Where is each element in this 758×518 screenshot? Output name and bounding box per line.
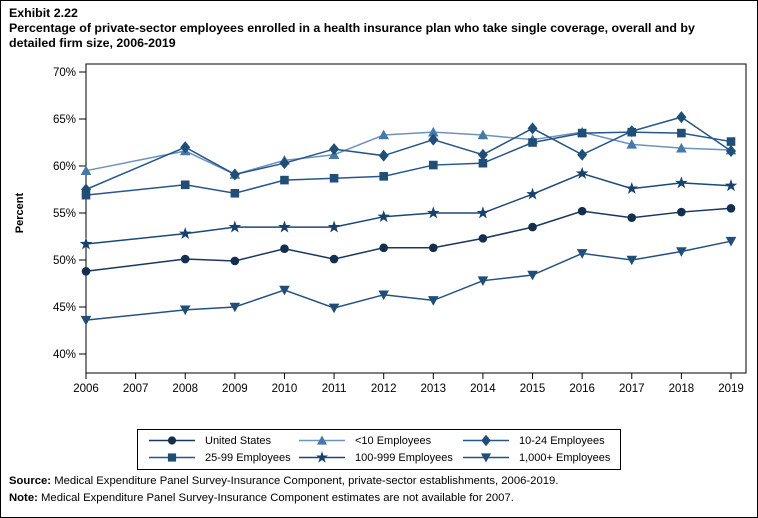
note-label: Note: (9, 491, 38, 504)
triangle-marker-icon (299, 435, 345, 445)
square-marker-icon (149, 453, 195, 462)
svg-text:65%: 65% (53, 114, 76, 126)
exhibit-number: Exhibit 2.22 (9, 6, 78, 20)
source-label: Source: (9, 475, 52, 487)
svg-text:50%: 50% (53, 255, 76, 267)
legend-item-10-24-employees: 10-24 Employees (462, 433, 610, 448)
svg-text:2014: 2014 (470, 383, 496, 395)
svg-text:2016: 2016 (569, 383, 595, 395)
chart-legend: United States <10 Employees 10-24 Employ… (137, 429, 621, 470)
svg-text:2010: 2010 (272, 383, 298, 395)
legend-item-1000plus-employees: 1,000+ Employees (462, 450, 610, 465)
legend-label: 10-24 Employees (519, 434, 605, 447)
note-line: Note: Medical Expenditure Panel Survey-I… (9, 490, 749, 507)
page-title: Percentage of private-sector employees e… (9, 21, 695, 51)
title-block: Exhibit 2.22 Percentage of private-secto… (9, 6, 749, 51)
svg-text:40%: 40% (53, 349, 76, 361)
svg-text:2007: 2007 (123, 383, 149, 395)
svg-text:55%: 55% (53, 208, 76, 220)
svg-text:2013: 2013 (421, 383, 447, 395)
legend-item-lt10-employees: <10 Employees (298, 433, 462, 448)
svg-text:2011: 2011 (322, 383, 347, 395)
legend-item-united-states: United States (148, 433, 298, 448)
svg-text:2012: 2012 (371, 383, 397, 395)
svg-text:2008: 2008 (172, 383, 198, 395)
svg-text:2006: 2006 (73, 383, 99, 395)
star-marker-icon (299, 451, 345, 463)
svg-text:2015: 2015 (520, 383, 546, 395)
svg-text:2017: 2017 (619, 383, 645, 395)
line-chart: 70% 65% 60% 55% 50% 45% 40% 2006 2007 2008 2009 201… (14, 63, 747, 395)
svg-text:60%: 60% (53, 161, 76, 173)
legend-label: <10 Employees (355, 434, 432, 447)
circle-marker-icon (149, 436, 195, 445)
legend-item-25-99-employees: 25-99 Employees (148, 450, 298, 465)
legend-label: 25-99 Employees (205, 451, 291, 464)
diamond-marker-icon (463, 434, 509, 447)
legend-label: 1,000+ Employees (519, 451, 611, 464)
svg-text:45%: 45% (53, 302, 76, 314)
svg-text:2009: 2009 (222, 383, 248, 395)
legend-label: 100-999 Employees (355, 451, 453, 464)
note-text: Medical Expenditure Panel Survey-Insuran… (37, 491, 514, 504)
svg-text:70%: 70% (53, 67, 76, 79)
source-line: Source: Medical Expenditure Panel Survey… (9, 473, 749, 490)
triangle-down-marker-icon (463, 453, 509, 463)
footer: Source: Medical Expenditure Panel Survey… (9, 473, 749, 507)
source-text: Medical Expenditure Panel Survey-Insuran… (51, 475, 559, 487)
legend-item-100-999-employees: 100-999 Employees (298, 450, 462, 465)
svg-text:Percent: Percent (14, 192, 26, 233)
legend-label: United States (205, 434, 272, 447)
svg-text:2018: 2018 (669, 383, 695, 395)
svg-text:2019: 2019 (718, 383, 744, 395)
